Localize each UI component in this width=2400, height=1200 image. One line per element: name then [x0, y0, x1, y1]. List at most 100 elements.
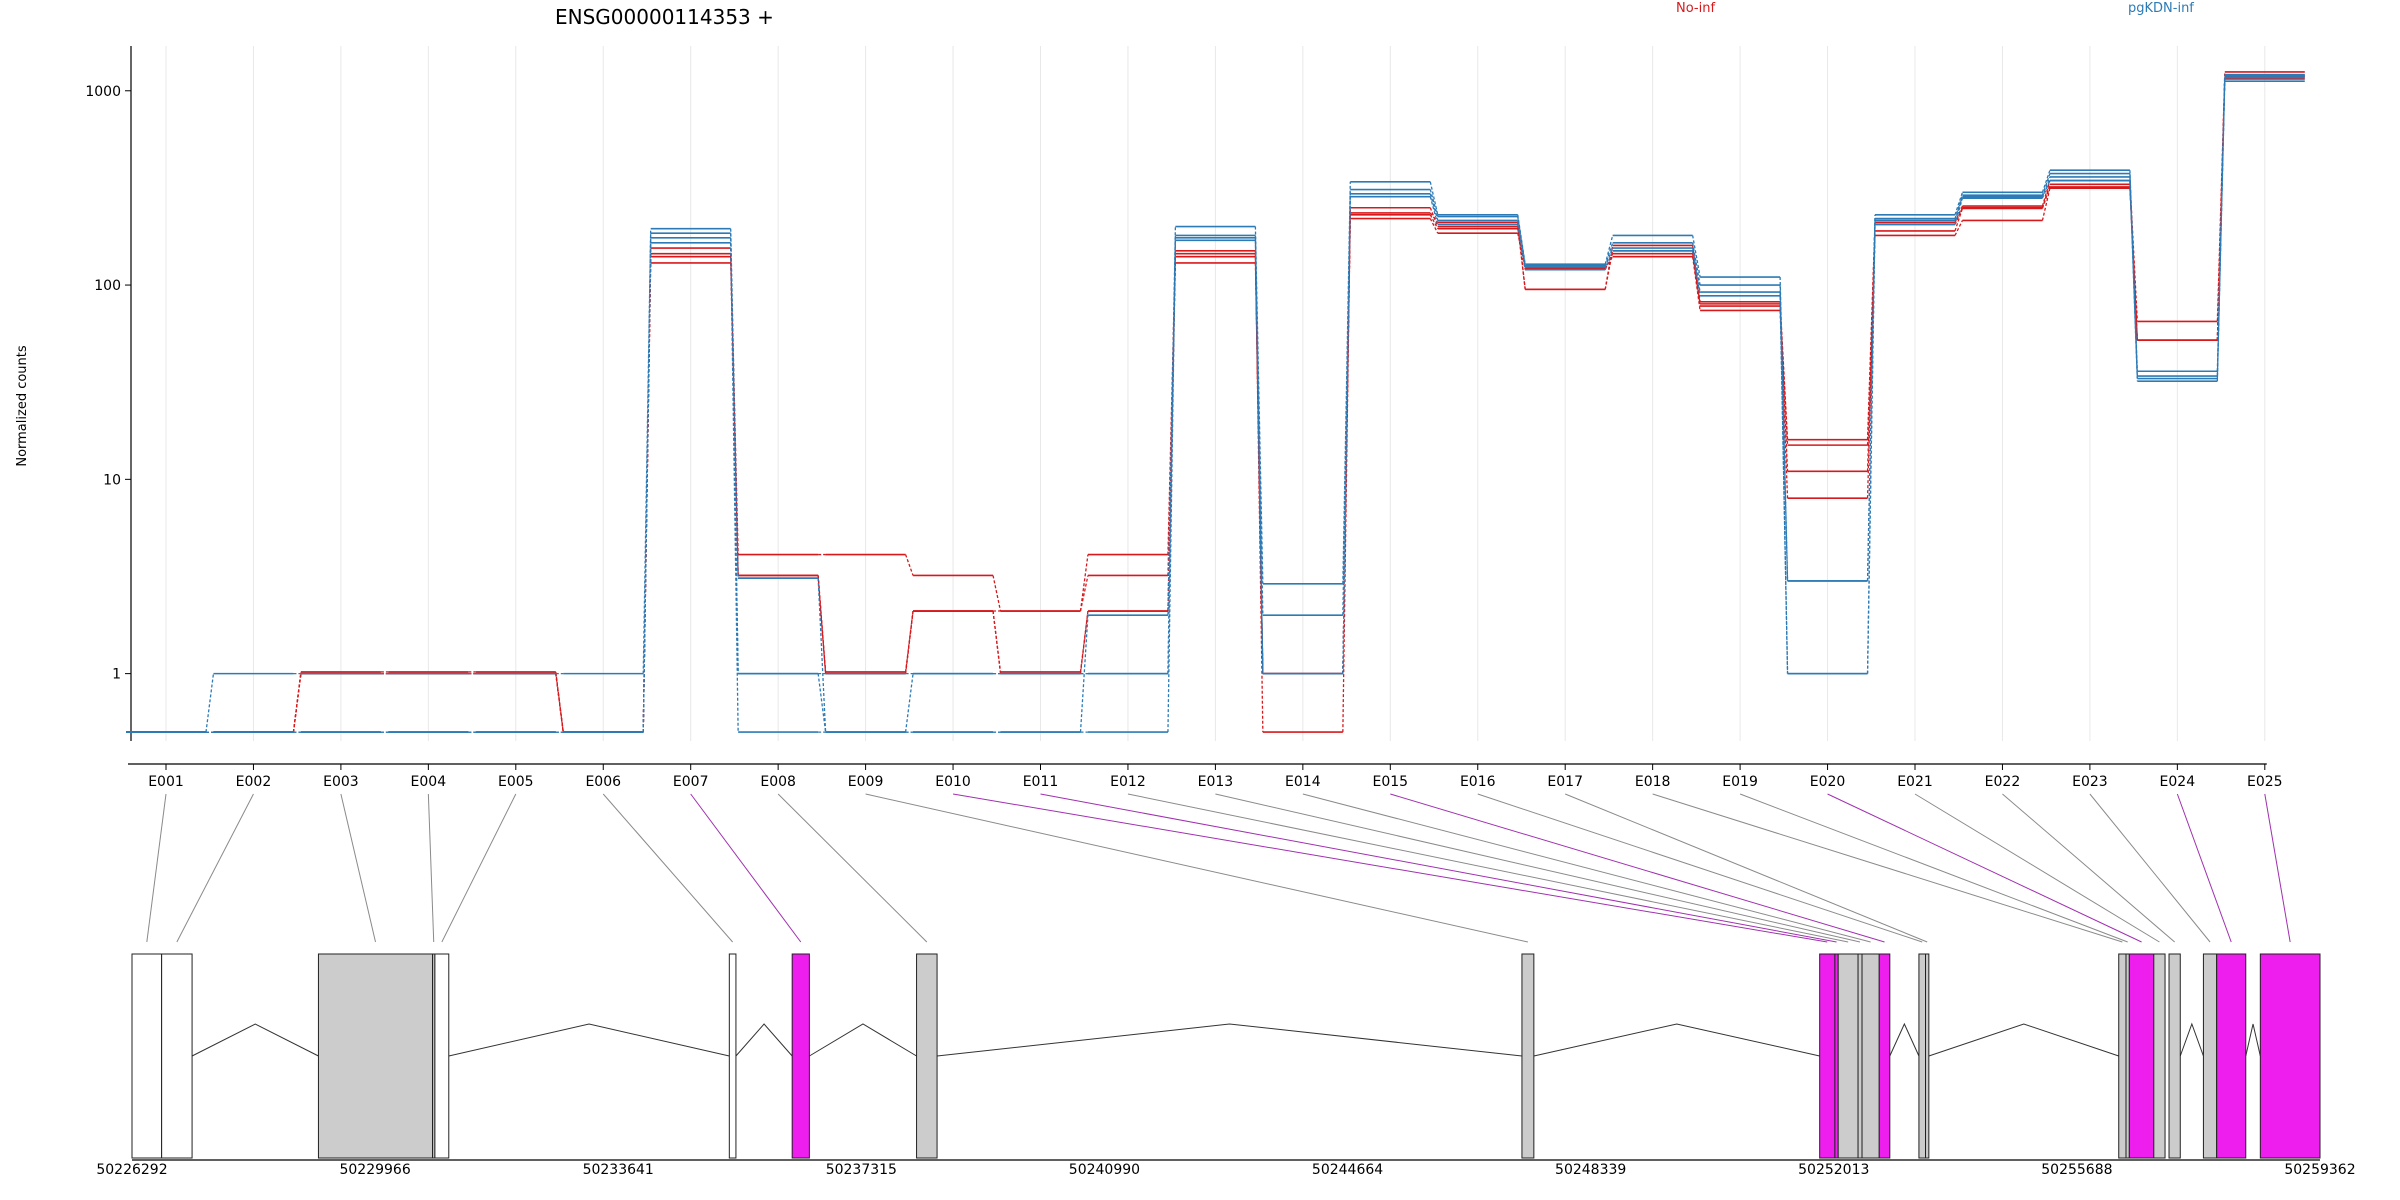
connector-E009	[865, 793, 1529, 943]
series-8-connector	[1342, 196, 1351, 674]
x-tick-label: E006	[585, 774, 621, 790]
genomic-coordinate-axis: 50226292 50229966 50233641 50237315 50240990…	[96, 1159, 2356, 1178]
series-4-connector	[904, 610, 914, 674]
series-5	[126, 73, 2305, 733]
intron-line	[191, 1023, 319, 1057]
coord-label: 50226292	[96, 1162, 167, 1178]
connector-E004	[427, 793, 435, 943]
series-3-connector	[1692, 253, 1701, 304]
y-tick-label: 10	[103, 472, 121, 488]
x-tick-label: E022	[1985, 774, 2021, 790]
series-3-connector	[2041, 186, 2051, 209]
chart-title: ENSG00000114353 +	[555, 5, 774, 29]
series-5-connector	[1954, 192, 1964, 215]
x-tick-label: E012	[1110, 774, 1146, 790]
series-5-connector	[205, 673, 215, 733]
coord-label: 50229966	[339, 1162, 410, 1178]
series-3-connector	[730, 256, 739, 576]
exon-E005	[434, 953, 450, 1159]
series-5-connector	[2041, 170, 2051, 193]
connector-E022	[2002, 793, 2175, 943]
series-7-connector	[1604, 247, 1614, 268]
series-8-connector	[1954, 198, 1964, 225]
x-tick-label: E009	[848, 774, 884, 790]
intron-line	[937, 1023, 1523, 1057]
exon-E023	[2202, 953, 2218, 1159]
intron-line	[2245, 1023, 2261, 1057]
series-8-connector	[642, 242, 652, 733]
series-4-connector	[1954, 220, 1964, 236]
coord-label: 50240990	[1069, 1162, 1140, 1178]
legend-no-inf: No-inf	[1676, 1, 1715, 16]
x-tick-label: E003	[323, 774, 359, 790]
exon-E014	[1861, 953, 1880, 1159]
series-8-connector	[2129, 180, 2138, 382]
exon-E024	[2216, 953, 2247, 1159]
series-8-connector	[1604, 250, 1614, 270]
series-8-connector	[1254, 240, 1264, 674]
x-tick-label: E025	[2247, 774, 2283, 790]
connector-E018	[1652, 793, 2123, 943]
exon-E002	[161, 953, 193, 1159]
connector-E020	[1827, 793, 2142, 943]
exon-E013	[1857, 953, 1863, 1159]
connector-E005	[441, 793, 517, 943]
x-tick-label: E019	[1722, 774, 1758, 790]
x-tick-label: E014	[1285, 774, 1321, 790]
x-tick-label: E010	[935, 774, 971, 790]
series-1-connector	[992, 575, 1002, 612]
series-6-connector	[817, 673, 827, 733]
connector-E011	[1040, 793, 1837, 943]
connector-E003	[340, 793, 376, 943]
x-tick-label: E015	[1373, 774, 1409, 790]
x-tick-label: E024	[2160, 774, 2196, 790]
grid-lines	[165, 46, 2266, 741]
series-2-connector	[1429, 212, 1439, 223]
x-tick-label: E016	[1460, 774, 1496, 790]
series-8-connector	[2041, 180, 2051, 199]
coord-label: 50233641	[583, 1162, 654, 1178]
series-8-connector	[1692, 250, 1701, 296]
intron-line	[1889, 1022, 1920, 1057]
series-1-connector	[1954, 205, 1964, 223]
gene-model	[131, 953, 2321, 1159]
coord-label: 50255688	[2041, 1162, 2112, 1178]
series-3-connector	[817, 575, 827, 674]
series-8-connector	[1779, 295, 1789, 674]
connector-E021	[1914, 793, 2160, 943]
series-8-connector	[730, 242, 739, 733]
series-5-connector	[1429, 181, 1439, 215]
series-4-connector	[2041, 188, 2051, 221]
series-1-connector	[1079, 554, 1089, 612]
coord-label: 50237315	[826, 1162, 897, 1178]
coord-label: 50248339	[1555, 1162, 1626, 1178]
connector-E013	[1215, 793, 1861, 943]
intron-line	[1533, 1023, 1820, 1057]
series-4-connector	[1866, 235, 1876, 499]
connector-E008	[777, 793, 928, 943]
series-5-connector	[1692, 235, 1701, 278]
x-tick-label: E008	[760, 774, 796, 790]
x-tick-label: E007	[673, 774, 709, 790]
series-6-connector	[2041, 173, 2051, 196]
exon-E010	[1819, 953, 1836, 1159]
intron-line	[809, 1023, 917, 1057]
exon-E017	[1925, 953, 1930, 1159]
series-5-connector	[1254, 226, 1264, 584]
connector-E006	[602, 793, 734, 943]
x-tick-label: E017	[1547, 774, 1583, 790]
intron-line	[735, 1023, 793, 1057]
series-2-connector	[1604, 250, 1614, 290]
exon-E009	[1521, 953, 1535, 1159]
series-1-connector	[904, 554, 914, 576]
exon-E016	[1918, 953, 1927, 1159]
exon-connector-lines	[146, 793, 2291, 943]
connector-E012	[1127, 793, 1849, 943]
exon-E006	[728, 953, 737, 1159]
exon-E025	[2259, 953, 2321, 1159]
series-3-connector	[1954, 208, 1964, 232]
exon-E022	[2168, 953, 2181, 1159]
series-8-connector	[2216, 81, 2226, 382]
series-8	[126, 80, 2305, 733]
x-tick-label: E020	[1810, 774, 1846, 790]
